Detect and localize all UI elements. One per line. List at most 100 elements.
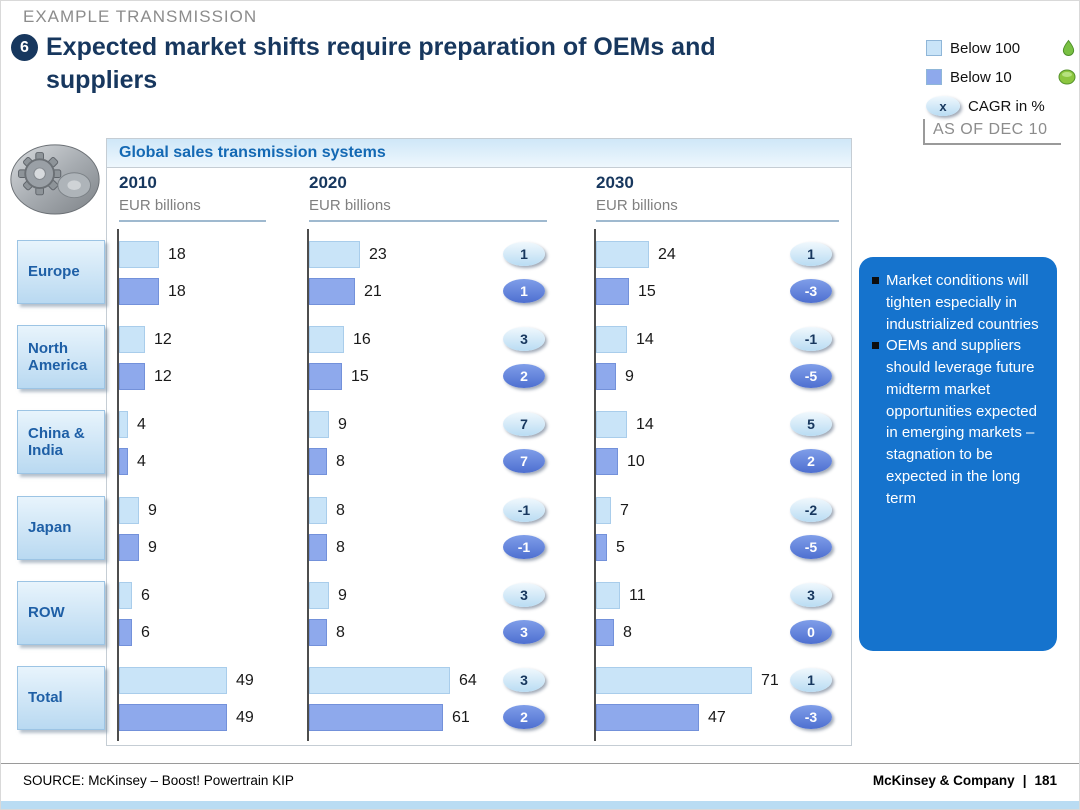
bar-value: 23 xyxy=(369,246,387,263)
cagr-badge: 3 xyxy=(503,583,545,607)
region-label-china-india: China & India xyxy=(17,410,105,474)
panel-title: Global sales transmission systems xyxy=(107,139,851,168)
cagr-badge: 1 xyxy=(503,242,545,266)
bar-value: 6 xyxy=(141,624,150,641)
cagr-legend-badge: x xyxy=(926,96,960,116)
legend-label: CAGR in % xyxy=(968,97,1045,115)
region-label-europe: Europe xyxy=(17,240,105,304)
axis-line xyxy=(307,229,309,741)
eyebrow-label: EXAMPLE TRANSMISSION xyxy=(23,7,258,26)
bar-below-10 xyxy=(119,534,139,561)
brand-text: McKinsey & Company | 181 xyxy=(873,773,1057,788)
bar-below-10 xyxy=(119,619,132,646)
bar-below-10 xyxy=(119,363,145,390)
bar-below-10 xyxy=(309,363,342,390)
bar-below-10 xyxy=(119,704,227,731)
bar-value: 18 xyxy=(168,283,186,300)
bar-below-10 xyxy=(596,363,616,390)
cagr-badge: -5 xyxy=(790,364,832,388)
bar-below-100 xyxy=(596,326,627,353)
cagr-badge: -1 xyxy=(503,535,545,559)
bar-below-100 xyxy=(119,582,132,609)
bar-value: 61 xyxy=(452,709,470,726)
bar-below-100 xyxy=(596,497,611,524)
bar-below-100 xyxy=(596,411,627,438)
axis-line xyxy=(117,229,119,741)
column-rule xyxy=(119,220,266,222)
bar-below-10 xyxy=(596,619,614,646)
bar-value: 15 xyxy=(638,283,656,300)
column-header-2030: 2030 xyxy=(596,173,634,192)
bar-below-100 xyxy=(309,411,329,438)
note-text: Market conditions will tighten especiall… xyxy=(886,272,1039,333)
as-of-label: AS OF DEC 10 xyxy=(923,119,1061,145)
cagr-badge: -2 xyxy=(790,498,832,522)
bar-value: 8 xyxy=(336,453,345,470)
bar-below-10 xyxy=(119,448,128,475)
bottom-strip xyxy=(1,801,1079,809)
cagr-badge: 2 xyxy=(790,449,832,473)
column-unit-2030: EUR billions xyxy=(596,197,678,214)
cagr-badge: 3 xyxy=(503,620,545,644)
bar-value: 15 xyxy=(351,368,369,385)
bar-value: 14 xyxy=(636,331,654,348)
bar-below-10 xyxy=(309,534,327,561)
bar-below-100 xyxy=(309,241,360,268)
legend-item-cagr: x CAGR in % xyxy=(926,95,1076,117)
bar-below-10 xyxy=(596,704,699,731)
bar-value: 47 xyxy=(708,709,726,726)
note-text: OEMs and suppliers should leverage futur… xyxy=(886,337,1037,507)
column-unit-2010: EUR billions xyxy=(119,197,201,214)
cagr-badge: 5 xyxy=(790,412,832,436)
bar-value: 9 xyxy=(148,502,157,519)
bullet-marker xyxy=(872,277,879,284)
bar-value: 4 xyxy=(137,416,146,433)
region-label-total: Total xyxy=(17,666,105,730)
cagr-badge: -3 xyxy=(790,705,832,729)
slide-number-badge: 6 xyxy=(11,34,38,61)
legend-swatch-below-100 xyxy=(926,40,942,56)
note-item: OEMs and suppliers should leverage futur… xyxy=(872,335,1047,509)
cagr-badge: 1 xyxy=(503,279,545,303)
bar-below-100 xyxy=(119,497,139,524)
bar-value: 11 xyxy=(629,587,646,604)
bar-below-100 xyxy=(119,241,159,268)
cagr-badge: 3 xyxy=(503,668,545,692)
bar-below-100 xyxy=(596,241,649,268)
bullet-marker xyxy=(872,342,879,350)
bar-value: 9 xyxy=(148,539,157,556)
region-label-north-america: North America xyxy=(17,325,105,389)
source-text: SOURCE: McKinsey – Boost! Powertrain KIP xyxy=(23,773,294,788)
region-label-row: ROW xyxy=(17,581,105,645)
chart-panel: Global sales transmission systems xyxy=(106,138,852,746)
transmission-image xyxy=(10,144,100,215)
cagr-badge: 0 xyxy=(790,620,832,644)
page-title: Expected market shifts require preparati… xyxy=(46,33,716,94)
cagr-badge: -1 xyxy=(790,327,832,351)
cagr-badge: 2 xyxy=(503,364,545,388)
footer-divider xyxy=(1,763,1079,764)
legend-label: Below 10 xyxy=(950,68,1012,86)
legend-swatch-below-10 xyxy=(926,69,942,85)
bar-below-10 xyxy=(596,534,607,561)
bar-value: 21 xyxy=(364,283,382,300)
cagr-badge: 7 xyxy=(503,449,545,473)
bar-below-10 xyxy=(596,278,629,305)
bar-value: 49 xyxy=(236,672,254,689)
cagr-badge: 3 xyxy=(790,583,832,607)
legend-label: Below 100 xyxy=(950,39,1021,57)
bar-value: 8 xyxy=(336,624,345,641)
bar-below-10 xyxy=(309,278,355,305)
green-leaf-icon xyxy=(1058,69,1076,85)
bar-below-100 xyxy=(309,326,344,353)
bar-below-100 xyxy=(119,411,128,438)
bar-value: 9 xyxy=(625,368,634,385)
column-rule xyxy=(596,220,839,222)
column-unit-2020: EUR billions xyxy=(309,197,391,214)
brand-name: McKinsey & Company xyxy=(872,773,1015,788)
bar-value: 49 xyxy=(236,709,254,726)
bar-below-100 xyxy=(309,582,329,609)
bar-below-100 xyxy=(596,582,620,609)
bar-value: 8 xyxy=(623,624,632,641)
